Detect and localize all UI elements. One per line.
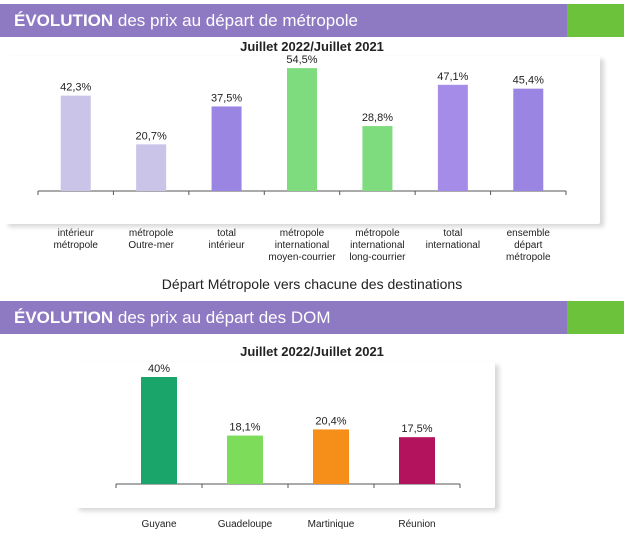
category-label: Guyane — [141, 519, 176, 530]
bar-6 — [437, 84, 468, 191]
section1-banner: ÉVOLUTION des prix au départ de métropol… — [0, 4, 567, 37]
section2-banner: ÉVOLUTION des prix au départ des DOM — [0, 301, 567, 334]
category-label: intérieur métropole — [53, 228, 98, 251]
bar-4 — [287, 68, 317, 191]
bar-7 — [513, 88, 544, 191]
bar-4 — [399, 437, 435, 484]
section1-title-rest: des prix au départ de métropole — [113, 11, 358, 30]
bar-1 — [141, 377, 177, 484]
bar-value-label: 20,7% — [136, 130, 167, 142]
category-label: métropole Outre-mer — [128, 228, 174, 251]
bar-value-label: 45,4% — [513, 75, 544, 87]
bar-1 — [60, 95, 91, 191]
category-label: métropole international moyen-courrier — [268, 228, 336, 263]
bar-value-label: 18,1% — [229, 422, 260, 434]
bar-3 — [211, 106, 242, 191]
bar-value-label: 20,4% — [315, 415, 346, 427]
section2-accent — [567, 301, 624, 334]
category-label: Martinique — [308, 519, 355, 530]
chart1-subtitle: Juillet 2022/Juillet 2021 — [240, 39, 384, 54]
chart2-subtitle: Juillet 2022/Juillet 2021 — [240, 344, 384, 359]
category-label: ensemble départ métropole — [506, 228, 551, 263]
bar-value-label: 42,3% — [60, 82, 91, 94]
category-label: total international — [426, 228, 480, 251]
section1-title-bold: ÉVOLUTION — [14, 11, 114, 30]
bar-value-label: 28,8% — [362, 112, 393, 124]
category-label: Réunion — [398, 519, 435, 530]
bar-2 — [227, 435, 263, 484]
bar-3 — [313, 429, 349, 484]
chart1: 42,3% intérieur métropole 20,7% métropole Out… — [37, 54, 567, 263]
category-label: total intérieur — [209, 228, 246, 251]
bar-value-label: 47,1% — [437, 71, 468, 83]
category-label: Guadeloupe — [218, 519, 273, 530]
chart1-caption: Départ Métropole vers chacune des destin… — [161, 276, 463, 292]
bar-value-label: 37,5% — [211, 92, 242, 104]
bar-value-label: 17,5% — [401, 423, 432, 435]
bar-5 — [362, 126, 393, 191]
section2-title-bold: ÉVOLUTION — [14, 308, 114, 327]
section1-accent — [567, 4, 624, 37]
bar-2 — [136, 144, 167, 191]
bar-value-label: 40% — [148, 363, 170, 375]
category-label: métropole international long-courrier — [349, 228, 406, 263]
section2-title-rest: des prix au départ des DOM — [113, 308, 331, 327]
bar-value-label: 54,5% — [286, 54, 317, 66]
